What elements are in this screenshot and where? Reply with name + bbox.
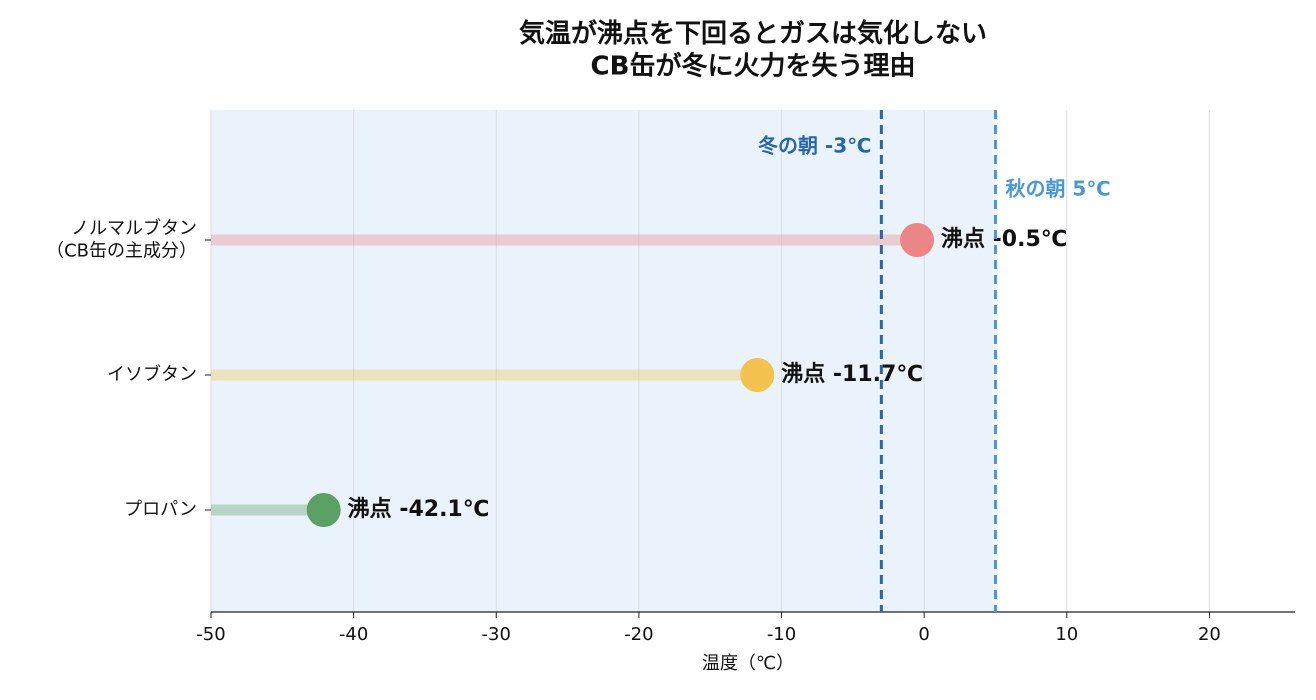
reference-label: 秋の朝 5℃ xyxy=(1005,177,1110,201)
shaded-region xyxy=(211,110,996,612)
x-axis-label: 温度（℃） xyxy=(702,653,794,674)
reference-label: 冬の朝 -3℃ xyxy=(758,134,871,158)
value-label: 沸点 -42.1℃ xyxy=(348,496,490,522)
x-tick-label: -20 xyxy=(624,624,653,645)
x-tick-label: -50 xyxy=(196,624,225,645)
y-tick-label: ノルマルブタン（CB缶の主成分） xyxy=(46,217,197,262)
x-tick-label: -10 xyxy=(767,624,796,645)
dot xyxy=(740,358,775,392)
value-label: 沸点 -0.5℃ xyxy=(941,226,1067,252)
dot xyxy=(306,493,341,527)
x-tick-label: 20 xyxy=(1198,624,1221,645)
x-tick-label: -40 xyxy=(339,624,368,645)
chart-title: 気温が沸点を下回るとガスは気化しない CB缶が冬に火力を失う理由 xyxy=(519,17,987,81)
dot xyxy=(900,223,935,257)
y-tick-label: イソブタン xyxy=(107,363,197,385)
value-label: 沸点 -11.7℃ xyxy=(781,361,923,387)
y-tick-label: プロパン xyxy=(124,499,197,520)
x-tick-label: -30 xyxy=(482,624,511,645)
x-tick-label: 10 xyxy=(1055,624,1078,645)
x-tick-label: 0 xyxy=(918,624,929,645)
